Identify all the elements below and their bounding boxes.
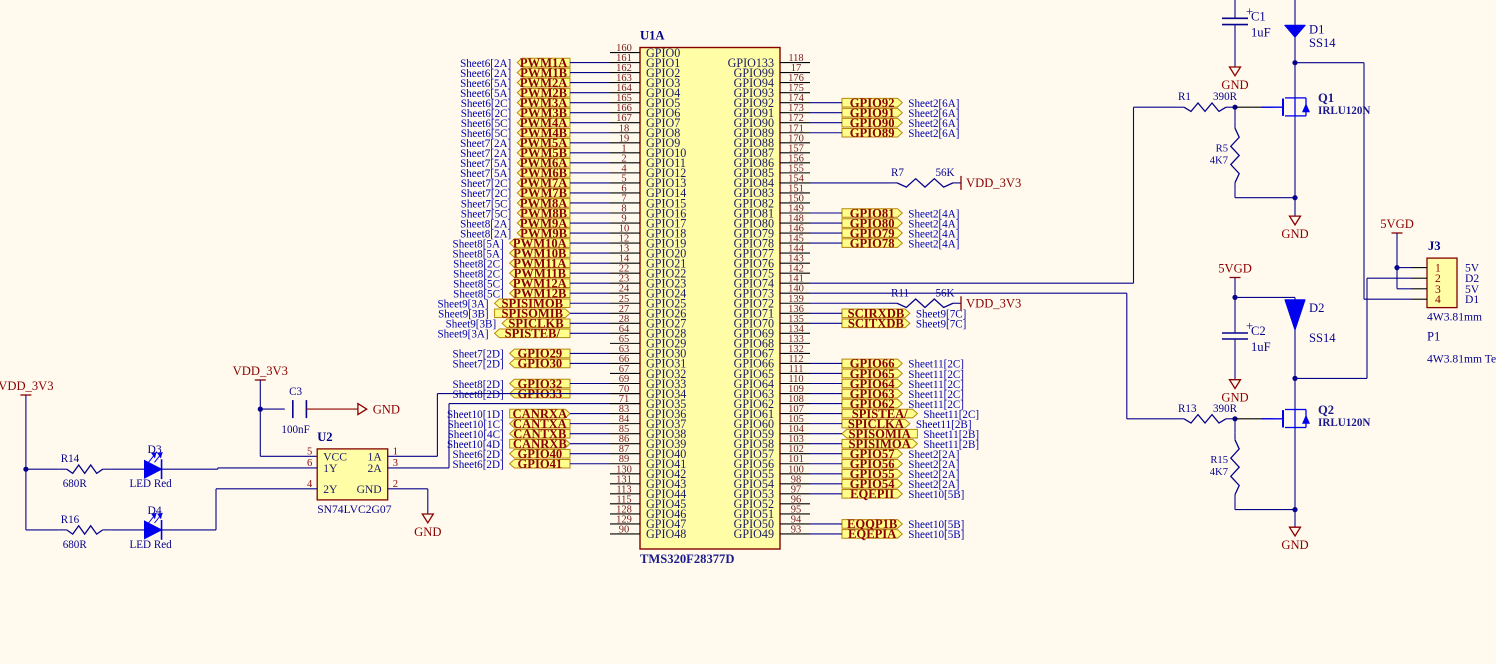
svg-text:R14: R14	[61, 453, 80, 465]
svg-text:EQEPIA: EQEPIA	[848, 527, 896, 541]
svg-text:Q1: Q1	[1318, 91, 1334, 105]
svg-text:C3: C3	[289, 386, 302, 398]
svg-text:SS14: SS14	[1309, 331, 1336, 345]
svg-text:GND: GND	[1281, 538, 1308, 552]
svg-text:2A: 2A	[368, 462, 383, 475]
svg-text:3: 3	[393, 458, 398, 469]
svg-text:D2: D2	[1309, 301, 1324, 315]
svg-text:IRLU120N: IRLU120N	[1318, 105, 1370, 117]
svg-text:390R: 390R	[1213, 403, 1238, 415]
svg-text:5VGD: 5VGD	[1218, 262, 1252, 276]
svg-text:1uF: 1uF	[1251, 26, 1271, 40]
svg-text:D3: D3	[148, 443, 162, 456]
svg-text:4W3.81mm Terminal: 4W3.81mm Terminal	[1427, 353, 1496, 366]
svg-text:Sheet9[3A]: Sheet9[3A]	[437, 329, 488, 341]
svg-text:TMS320F28377D: TMS320F28377D	[640, 552, 734, 566]
svg-text:GPIO78: GPIO78	[850, 236, 895, 250]
svg-text:LED Red: LED Red	[130, 478, 173, 490]
svg-text:VDD_3V3: VDD_3V3	[966, 176, 1021, 190]
svg-text:R13: R13	[1178, 403, 1197, 415]
svg-text:LED Red: LED Red	[130, 539, 173, 551]
svg-text:Q2: Q2	[1318, 403, 1334, 417]
svg-text:C2: C2	[1251, 324, 1266, 338]
svg-text:GPIO48: GPIO48	[646, 527, 686, 541]
svg-text:1Y: 1Y	[323, 462, 338, 475]
svg-text:VDD_3V3: VDD_3V3	[233, 364, 288, 378]
svg-text:GND: GND	[414, 525, 441, 539]
svg-text:EQEPII: EQEPII	[850, 487, 894, 501]
svg-text:2Y: 2Y	[323, 483, 338, 496]
svg-text:GPIO41: GPIO41	[517, 457, 562, 471]
svg-text:Sheet2[6A]: Sheet2[6A]	[908, 128, 959, 140]
svg-text:R1: R1	[1178, 91, 1191, 103]
svg-text:Sheet10[5B]: Sheet10[5B]	[908, 529, 964, 541]
svg-text:2: 2	[393, 479, 398, 490]
svg-text:Sheet10[5B]: Sheet10[5B]	[908, 489, 964, 501]
svg-text:Sheet7[2D]: Sheet7[2D]	[453, 359, 504, 371]
svg-text:R5: R5	[1216, 143, 1228, 154]
svg-text:R7: R7	[891, 167, 904, 179]
svg-text:1uF: 1uF	[1251, 340, 1271, 354]
svg-text:J3: J3	[1428, 239, 1441, 253]
svg-text:56K: 56K	[935, 167, 954, 179]
svg-text:D1: D1	[1309, 23, 1324, 37]
svg-text:100nF: 100nF	[281, 424, 309, 436]
svg-text:U1A: U1A	[640, 29, 665, 43]
svg-text:Sheet2[4A]: Sheet2[4A]	[908, 238, 959, 250]
svg-text:SN74LVC2G07: SN74LVC2G07	[317, 503, 392, 516]
svg-text:680R: 680R	[63, 478, 88, 490]
svg-text:Sheet6[2D]: Sheet6[2D]	[453, 459, 504, 471]
svg-text:GND: GND	[1221, 78, 1248, 92]
svg-text:93: 93	[791, 524, 802, 535]
svg-text:390R: 390R	[1213, 91, 1238, 103]
svg-text:4W3.81mm: 4W3.81mm	[1427, 311, 1482, 324]
svg-text:D1: D1	[1465, 293, 1479, 306]
svg-text:IRLU120N: IRLU120N	[1318, 417, 1370, 429]
svg-text:SS14: SS14	[1309, 36, 1336, 50]
svg-text:Sheet9[7C]: Sheet9[7C]	[916, 319, 967, 331]
svg-text:SPISTEB/: SPISTEB/	[505, 327, 561, 341]
svg-text:VDD_3V3: VDD_3V3	[0, 379, 54, 393]
svg-text:GPIO49: GPIO49	[734, 527, 774, 541]
svg-text:GPIO30: GPIO30	[517, 357, 562, 371]
svg-text:90: 90	[619, 524, 630, 535]
svg-text:GND: GND	[1281, 227, 1308, 241]
svg-text:GND: GND	[373, 402, 400, 416]
svg-text:4: 4	[307, 479, 313, 490]
svg-text:4K7: 4K7	[1210, 467, 1228, 478]
svg-text:R16: R16	[61, 514, 80, 526]
svg-text:1: 1	[393, 446, 398, 457]
svg-text:D4: D4	[148, 504, 162, 517]
svg-text:SCITXDB: SCITXDB	[848, 317, 905, 331]
svg-text:GND: GND	[357, 483, 382, 496]
svg-text:VDD_3V3: VDD_3V3	[966, 297, 1021, 311]
svg-text:680R: 680R	[63, 539, 88, 551]
svg-text:R15: R15	[1210, 455, 1228, 466]
svg-text:5: 5	[307, 446, 312, 457]
svg-text:Sheet8[2D]: Sheet8[2D]	[453, 389, 504, 401]
svg-text:4K7: 4K7	[1210, 155, 1228, 166]
svg-text:6: 6	[307, 458, 312, 469]
svg-text:GPIO89: GPIO89	[850, 126, 895, 140]
svg-text:4: 4	[1435, 293, 1441, 306]
svg-text:U2: U2	[317, 430, 332, 444]
svg-text:C1: C1	[1251, 9, 1266, 23]
svg-text:5VGD: 5VGD	[1380, 217, 1414, 231]
svg-text:P1: P1	[1427, 330, 1440, 344]
